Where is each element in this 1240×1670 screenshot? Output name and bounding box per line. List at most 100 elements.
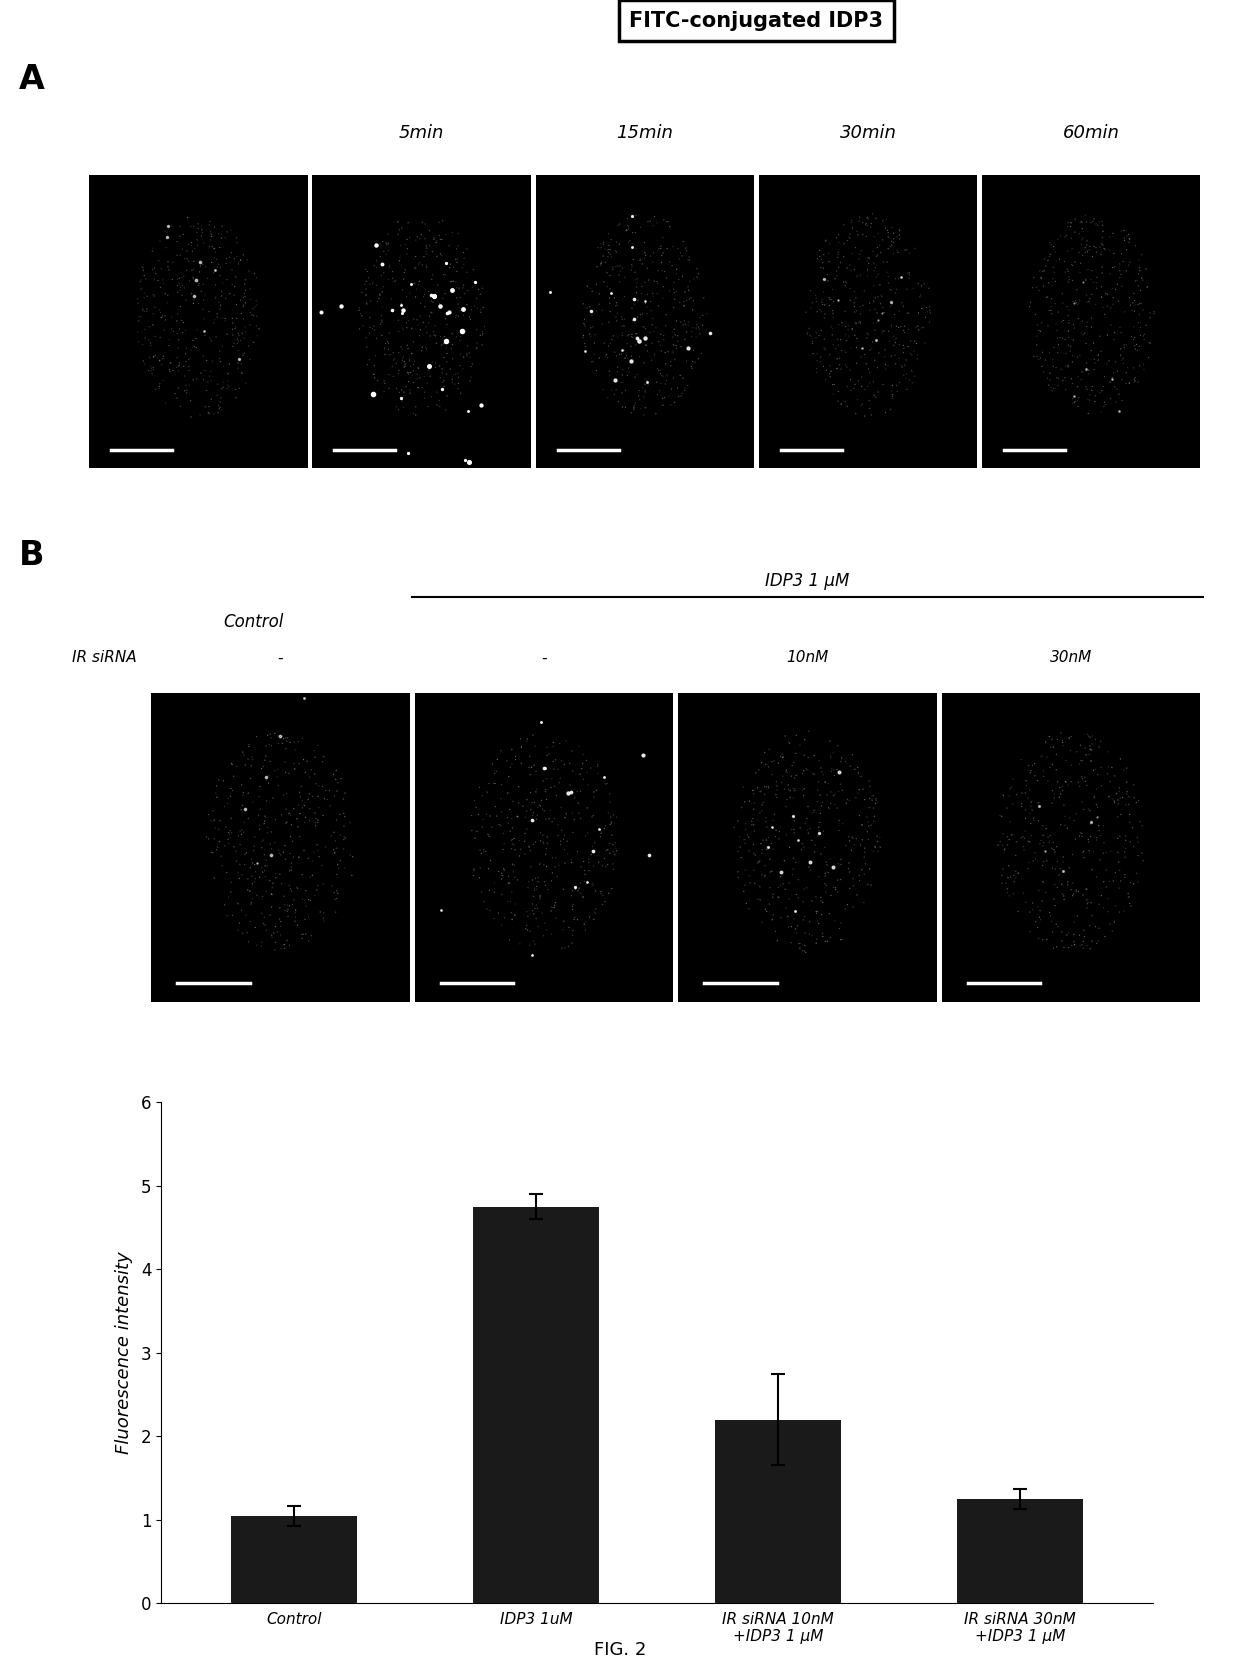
Point — [863, 329, 883, 356]
Point — [1080, 748, 1100, 775]
Point — [613, 319, 632, 346]
Point — [595, 888, 615, 915]
Point — [274, 932, 294, 959]
Point — [672, 242, 692, 269]
Point — [296, 920, 316, 947]
Point — [1024, 750, 1044, 777]
Point — [301, 922, 321, 949]
Point — [1059, 725, 1079, 752]
Point — [232, 359, 252, 386]
Point — [476, 838, 496, 865]
Point — [1111, 319, 1131, 346]
Point — [1066, 289, 1086, 316]
Point — [176, 341, 196, 367]
Point — [600, 803, 620, 830]
Point — [1075, 735, 1095, 762]
Point — [656, 351, 676, 377]
Point — [470, 855, 490, 882]
Point — [134, 284, 154, 311]
Point — [820, 286, 839, 312]
Point — [1017, 767, 1037, 793]
Point — [327, 862, 347, 888]
Point — [753, 827, 773, 853]
Point — [537, 917, 557, 944]
Point — [275, 725, 295, 752]
Point — [279, 872, 299, 898]
Point — [543, 748, 563, 775]
Point — [396, 257, 415, 284]
Point — [795, 726, 815, 753]
Point — [588, 234, 608, 261]
Point — [143, 281, 162, 307]
Point — [1070, 773, 1090, 800]
Point — [605, 237, 625, 264]
Point — [857, 212, 877, 239]
Point — [531, 820, 551, 847]
Point — [1040, 367, 1060, 394]
Point — [1011, 825, 1030, 852]
Point — [805, 838, 825, 865]
Point — [537, 735, 557, 762]
Point — [166, 354, 186, 381]
Point — [360, 319, 379, 346]
Point — [1076, 741, 1096, 768]
Point — [913, 296, 932, 322]
Point — [257, 847, 277, 873]
Point — [432, 242, 451, 269]
Point — [551, 828, 570, 855]
Point — [215, 832, 234, 858]
Point — [920, 297, 940, 324]
Point — [522, 867, 542, 893]
Point — [1121, 868, 1141, 895]
Point — [626, 219, 646, 245]
Point — [796, 875, 816, 902]
Point — [460, 367, 480, 394]
Point — [1073, 748, 1092, 775]
Point — [650, 332, 670, 359]
Point — [1024, 807, 1044, 833]
Point — [1092, 230, 1112, 257]
Point — [1048, 726, 1068, 753]
Point — [784, 808, 804, 835]
Point — [583, 349, 603, 376]
Point — [776, 758, 796, 785]
Point — [811, 800, 831, 827]
Point — [184, 327, 203, 354]
Point — [675, 307, 694, 334]
Point — [804, 797, 823, 823]
Point — [233, 782, 253, 808]
Point — [324, 762, 343, 788]
Point — [857, 351, 877, 377]
Point — [299, 787, 319, 813]
Point — [1112, 272, 1132, 299]
Point — [489, 812, 508, 838]
Point — [1116, 792, 1136, 818]
Point — [278, 898, 298, 925]
Point — [141, 357, 161, 384]
Point — [1059, 317, 1079, 344]
Point — [324, 818, 343, 845]
Point — [880, 396, 900, 423]
Point — [419, 232, 439, 259]
Point — [872, 319, 892, 346]
Point — [1064, 311, 1084, 337]
Point — [327, 885, 347, 912]
Point — [683, 314, 703, 341]
Point — [1135, 356, 1154, 382]
Point — [631, 281, 651, 307]
Point — [1076, 267, 1096, 294]
Point — [193, 287, 213, 314]
Point — [417, 237, 436, 264]
Point — [314, 908, 334, 935]
Point — [443, 346, 463, 372]
Point — [854, 838, 874, 865]
Point — [303, 848, 322, 875]
Point — [1115, 838, 1135, 865]
Point — [238, 332, 258, 359]
Point — [536, 778, 556, 805]
Point — [613, 379, 632, 406]
Point — [625, 394, 645, 421]
Point — [839, 225, 859, 252]
Point — [998, 878, 1018, 905]
Point — [203, 840, 223, 867]
